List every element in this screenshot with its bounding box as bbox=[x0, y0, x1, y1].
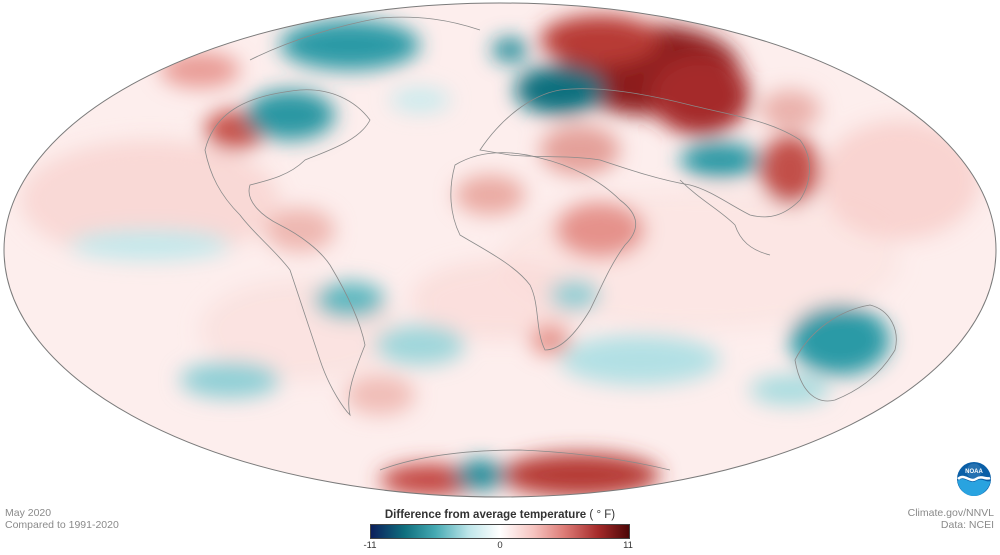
map-info-left: May 2020 Compared to 1991-2020 bbox=[5, 507, 119, 531]
legend-title: Difference from average temperature bbox=[384, 509, 587, 521]
coastlines bbox=[204, 16, 897, 471]
globe-outline bbox=[3, 2, 997, 498]
legend-unit: ( ° F) bbox=[589, 509, 616, 521]
color-legend: Difference from average temperature ( ° … bbox=[363, 509, 633, 551]
noaa-logo-icon: NOAA bbox=[957, 462, 991, 496]
date-label: May 2020 bbox=[5, 507, 52, 519]
legend-mid-label: 0 bbox=[497, 540, 503, 551]
map-info-right: Climate.gov/NNVL Data: NCEI bbox=[908, 507, 994, 531]
legend-title-row: Difference from average temperature ( ° … bbox=[370, 509, 630, 521]
legend-min-label: -11 bbox=[363, 540, 377, 551]
legend-color-bar bbox=[370, 524, 630, 539]
baseline-label: Compared to 1991-2020 bbox=[5, 519, 119, 531]
temperature-anomaly-map bbox=[3, 2, 997, 498]
credit-label: Climate.gov/NNVL bbox=[907, 507, 994, 519]
noaa-logo-text: NOAA bbox=[965, 469, 983, 475]
anomaly-field bbox=[20, 15, 980, 497]
legend-max-label: 11 bbox=[623, 540, 633, 551]
data-source-label: Data: NCEI bbox=[940, 519, 994, 531]
map-area bbox=[3, 2, 997, 498]
legend-ticks: -11 0 11 bbox=[363, 539, 633, 551]
